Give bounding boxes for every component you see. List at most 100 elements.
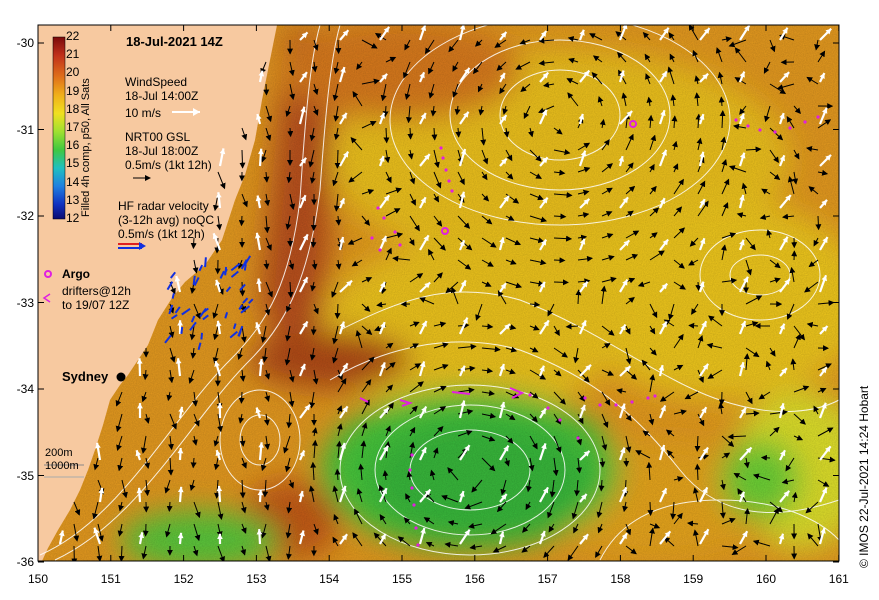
wind-vector-head	[177, 532, 184, 539]
hf-radar-vector	[242, 297, 249, 304]
current-vector	[553, 325, 560, 337]
wind-vector-head	[701, 321, 707, 328]
current-vector	[769, 347, 776, 357]
current-vector	[776, 83, 795, 91]
current-vector	[665, 429, 675, 437]
current-vector	[528, 457, 535, 472]
wind-vector-head	[744, 25, 750, 32]
wind-vector-head	[660, 110, 666, 117]
current-vector	[672, 163, 679, 173]
current-vector	[433, 321, 447, 328]
current-vector	[637, 281, 651, 288]
wind-vector-head	[500, 115, 507, 122]
wind-vector-head	[255, 232, 261, 239]
current-vector	[240, 545, 247, 556]
wind-vector-head	[659, 198, 665, 205]
colorbar-label: Filled 4h comp, p50, All Sats	[80, 78, 92, 217]
current-vector	[553, 192, 573, 198]
current-vector	[529, 301, 541, 308]
current-vector	[286, 303, 292, 313]
wind-vector-head	[258, 148, 264, 155]
wind-vector-head	[825, 154, 831, 161]
wind-vector-head	[381, 236, 387, 242]
current-vector	[769, 149, 779, 164]
current-vector	[167, 457, 174, 476]
current-vector	[734, 47, 747, 63]
wind-vector-head	[382, 445, 388, 452]
current-vector	[717, 71, 724, 85]
wind-vector-head	[500, 283, 506, 290]
current-vector	[567, 92, 579, 107]
hf-radar-vector	[247, 298, 254, 305]
current-vector	[793, 325, 806, 341]
current-vector	[468, 522, 483, 529]
current-vector	[663, 319, 675, 327]
wind-vector-head	[622, 197, 628, 204]
current-vector	[334, 468, 341, 481]
isobath-1000m: 1000m	[45, 460, 79, 472]
current-vector	[481, 367, 494, 374]
wind-vector-head	[383, 195, 390, 202]
current-vector	[625, 162, 634, 173]
current-vector	[529, 346, 539, 353]
current-vector	[452, 83, 459, 98]
current-vector	[263, 413, 270, 426]
hf-radar-vectors	[164, 255, 254, 351]
wind-vector-head	[583, 198, 590, 205]
current-vector	[284, 457, 291, 473]
current-vector	[93, 457, 100, 471]
wind-vector-head	[778, 533, 785, 540]
current-vector	[287, 281, 294, 298]
wind-vector-head	[782, 27, 788, 34]
current-vector	[528, 127, 534, 138]
current-vector	[759, 214, 771, 220]
current-vector	[384, 149, 391, 164]
hf-radar-vector	[190, 315, 196, 323]
current-vector	[360, 440, 367, 459]
current-vector	[719, 479, 726, 491]
current-vector	[352, 532, 363, 547]
current-vector	[649, 325, 656, 335]
current-vector	[806, 76, 819, 85]
current-vector	[286, 501, 293, 514]
current-vector	[264, 303, 271, 316]
wind-vector-head	[177, 448, 184, 454]
current-vector	[790, 358, 797, 371]
current-vector	[285, 215, 292, 230]
wind-vector-head	[380, 362, 386, 369]
current-vector	[601, 233, 614, 239]
current-vector	[691, 303, 699, 315]
wind-vector-head	[460, 280, 466, 287]
current-vector	[649, 207, 660, 217]
current-vector	[673, 227, 686, 239]
current-vector	[361, 399, 370, 415]
current-vector	[694, 75, 701, 85]
wind-vector-head	[302, 321, 308, 328]
current-vector	[407, 149, 414, 160]
current-vector	[260, 325, 267, 343]
current-vector	[758, 391, 771, 400]
current-vector	[670, 94, 677, 107]
current-vector	[73, 523, 80, 542]
current-vector	[452, 61, 459, 72]
wind-vector-head	[661, 488, 667, 495]
current-vector	[543, 81, 555, 88]
colorbar-tick: 12	[66, 211, 80, 225]
current-vector	[715, 47, 723, 63]
wind-vector-head	[423, 235, 429, 242]
current-vector	[697, 413, 705, 427]
current-vector	[241, 127, 248, 141]
current-vector	[760, 454, 771, 461]
current-vector	[577, 189, 590, 196]
hf-radar-vector	[230, 270, 239, 278]
current-vector	[408, 237, 415, 246]
wind-vector-head	[137, 403, 143, 409]
wind-vector-head	[739, 113, 745, 120]
current-vector	[789, 266, 796, 283]
wind-vector-head	[380, 533, 386, 540]
current-vector	[745, 237, 756, 251]
current-vector	[481, 281, 492, 287]
hf-radar-vector	[164, 334, 172, 344]
wind-vector-head	[702, 447, 708, 454]
wind-vector-head	[420, 25, 427, 31]
